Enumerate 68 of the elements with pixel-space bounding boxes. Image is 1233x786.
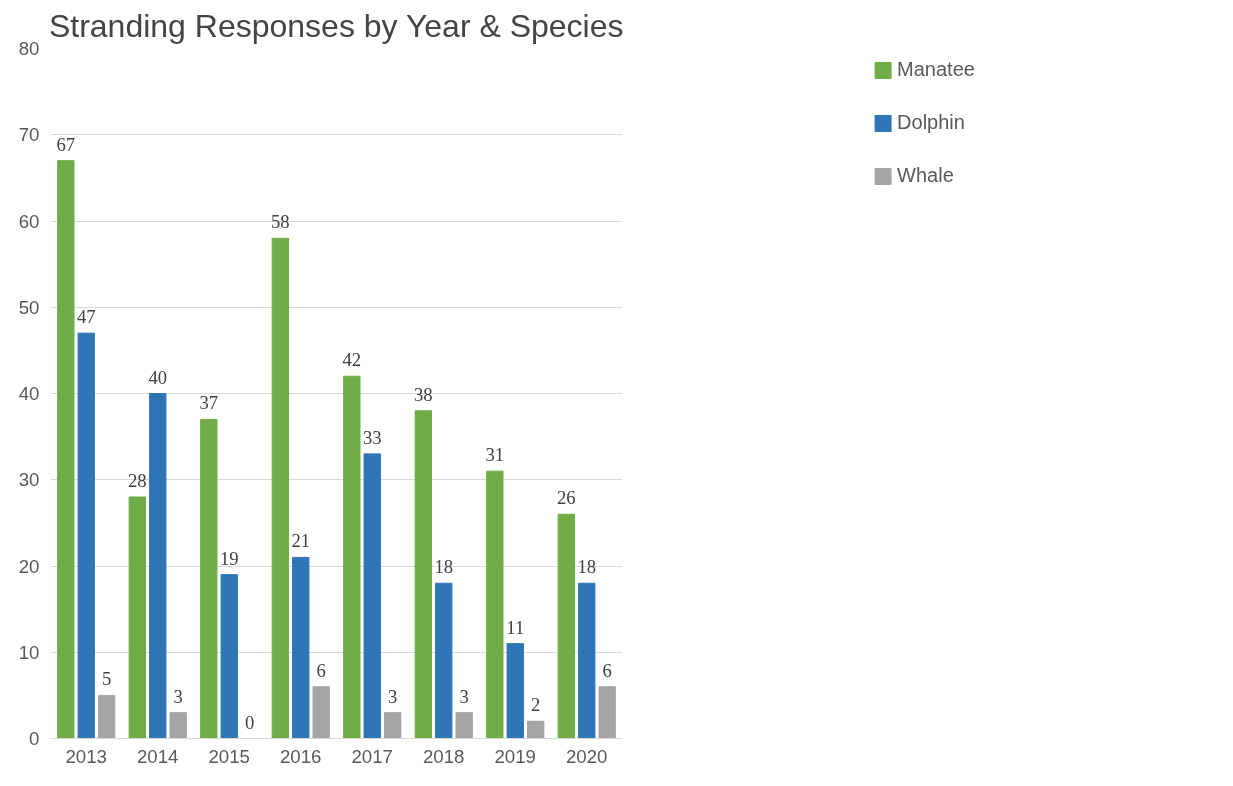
data-label: 19 xyxy=(219,547,239,569)
data-label: 40 xyxy=(148,366,168,388)
data-label: 67 xyxy=(56,133,76,155)
data-label: 18 xyxy=(434,556,454,578)
x-tick-label: 2017 xyxy=(351,745,394,767)
y-tick-label: 20 xyxy=(18,555,40,577)
data-label: 2 xyxy=(531,694,541,716)
y-tick-label: 40 xyxy=(18,383,40,404)
data-label: 42 xyxy=(342,349,362,371)
data-label: 26 xyxy=(556,487,576,509)
legend-label: Dolphin xyxy=(897,111,965,134)
bar xyxy=(57,160,75,739)
bar xyxy=(128,496,146,739)
data-label: 31 xyxy=(485,444,505,466)
bar xyxy=(486,470,504,739)
data-label: 0 xyxy=(245,711,255,733)
bar xyxy=(98,694,116,739)
bar xyxy=(557,513,575,739)
bar xyxy=(271,237,289,739)
data-label: 3 xyxy=(459,685,469,707)
bar xyxy=(77,332,95,739)
data-label: 28 xyxy=(127,470,147,491)
bar xyxy=(363,453,381,739)
bar xyxy=(578,582,596,739)
bar xyxy=(598,686,616,739)
bar xyxy=(343,375,361,739)
y-tick-label: 70 xyxy=(18,124,40,146)
bar xyxy=(384,712,402,739)
data-label: 47 xyxy=(76,306,96,328)
chart-title: Stranding Responses by Year & Species xyxy=(48,7,624,44)
data-label: 58 xyxy=(270,211,290,233)
bar xyxy=(455,712,473,739)
data-label: 3 xyxy=(388,685,398,707)
y-tick-label: 50 xyxy=(18,296,40,318)
data-label: 33 xyxy=(362,426,382,448)
bar xyxy=(435,582,453,739)
data-label: 6 xyxy=(316,659,326,681)
bar xyxy=(220,574,238,739)
data-label: 5 xyxy=(102,668,112,690)
bar xyxy=(149,393,167,739)
data-label: 18 xyxy=(577,556,597,578)
y-tick-label: 80 xyxy=(18,38,40,59)
x-tick-label: 2020 xyxy=(566,745,608,767)
bar xyxy=(414,410,432,739)
data-label: 6 xyxy=(602,659,612,681)
y-tick-label: 60 xyxy=(18,210,40,232)
bar xyxy=(169,712,187,739)
y-tick-label: 10 xyxy=(18,641,40,663)
data-label: 21 xyxy=(291,530,311,552)
legend-label: Manatee xyxy=(897,58,975,81)
data-label: 37 xyxy=(199,392,219,414)
x-tick-label: 2019 xyxy=(494,745,537,767)
bar xyxy=(527,720,545,739)
x-tick-label: 2016 xyxy=(280,745,322,767)
data-label: 11 xyxy=(506,616,525,638)
x-tick-label: 2014 xyxy=(137,745,179,767)
y-tick-label: 0 xyxy=(29,728,40,749)
bar xyxy=(312,686,330,739)
bar xyxy=(200,418,218,739)
bar xyxy=(292,556,310,739)
y-tick-label: 30 xyxy=(18,469,40,491)
x-tick-label: 2013 xyxy=(65,745,108,767)
data-label: 38 xyxy=(413,383,433,405)
bar xyxy=(506,643,524,739)
x-tick-label: 2018 xyxy=(423,745,465,767)
data-label: 3 xyxy=(173,685,183,707)
legend-label: Whale xyxy=(897,164,954,187)
x-tick-label: 2015 xyxy=(208,745,251,767)
